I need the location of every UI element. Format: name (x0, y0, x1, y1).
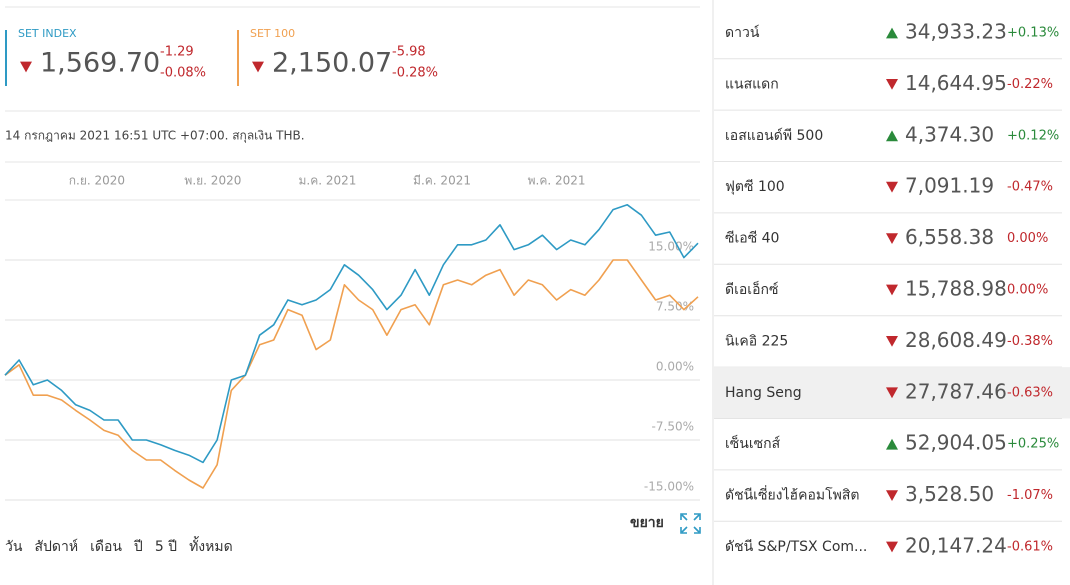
market-change: 0.00% (1007, 283, 1048, 298)
x-tick-label: ก.ย. 2020 (69, 174, 125, 188)
timestamp: 14 กรกฎาคม 2021 16:51 UTC +07:00. สกุลเง… (5, 129, 305, 144)
market-name[interactable]: ดัชนีเซี่ยงไฮ้คอมโพสิต (725, 486, 859, 504)
market-change: -0.22% (1007, 77, 1053, 92)
series-line (4, 204, 699, 464)
market-change: -0.61% (1007, 540, 1053, 555)
arrow-up (886, 27, 898, 39)
quote-change: -1.29 (160, 45, 194, 60)
market-name[interactable]: ดัชนี S&P/TSX Com... (725, 539, 867, 555)
range-option[interactable]: สัปดาห์ (34, 538, 78, 555)
arrow-down (886, 387, 898, 399)
market-change: -1.07% (1007, 488, 1053, 503)
arrow-down (20, 61, 32, 73)
quote-accent (237, 30, 239, 86)
y-tick-label: -15.00% (644, 480, 694, 494)
range-option[interactable]: ปี (133, 539, 142, 555)
market-change: -0.38% (1007, 334, 1053, 349)
quote-change: -5.98 (392, 45, 426, 60)
arrow-down (252, 61, 264, 73)
arrow-down (886, 233, 898, 244)
market-value: 14,644.95 (905, 71, 1007, 95)
arrow-up (886, 438, 898, 450)
arrow-down (886, 336, 898, 347)
market-change: -0.47% (1007, 180, 1053, 195)
market-value: 15,788.98 (905, 277, 1007, 301)
x-tick-label: มี.ค. 2021 (413, 174, 471, 188)
market-value: 4,374.30 (905, 122, 994, 146)
quote-name: SET 100 (250, 27, 295, 40)
quote-value: 1,569.70 (40, 48, 160, 79)
arrow-down (886, 79, 898, 90)
range-option[interactable]: ทั้งหมด (189, 536, 233, 555)
expand-icon[interactable] (680, 513, 701, 534)
market-change: +0.25% (1007, 437, 1059, 452)
market-change: +0.12% (1007, 128, 1059, 143)
market-value: 6,558.38 (905, 225, 994, 249)
arrow-down (886, 181, 898, 193)
market-name[interactable]: เอสแอนด์พี 500 (725, 127, 823, 144)
market-value: 34,933.23 (905, 20, 1007, 44)
quote-value: 2,150.07 (272, 48, 392, 79)
market-name[interactable]: ดาวน์ (725, 24, 760, 41)
market-name[interactable]: ซีเอซี 40 (725, 231, 779, 247)
market-value: 28,608.49 (905, 328, 1007, 352)
market-name[interactable]: เซ็นเซกส์ (725, 434, 781, 452)
quote-percent: -0.08% (160, 66, 206, 81)
market-value: 3,528.50 (905, 482, 994, 506)
series-line (4, 259, 699, 489)
market-value: 27,787.46 (905, 379, 1007, 403)
market-change: +0.13% (1007, 26, 1059, 41)
market-name[interactable]: นิเคอิ 225 (725, 333, 788, 349)
market-name[interactable]: ฟุตซี 100 (725, 179, 785, 195)
x-tick-label: พ.ค. 2021 (528, 174, 586, 188)
expand-button[interactable]: ขยาย (630, 515, 664, 531)
market-value: 7,091.19 (905, 174, 994, 198)
y-tick-label: 0.00% (656, 360, 694, 374)
quote-accent (5, 30, 7, 86)
market-change: -0.63% (1007, 385, 1053, 400)
quote-name: SET INDEX (18, 27, 77, 40)
market-change: 0.00% (1007, 231, 1048, 246)
market-value: 20,147.24 (905, 534, 1007, 558)
x-tick-label: พ.ย. 2020 (184, 174, 241, 188)
market-value: 52,904.05 (905, 431, 1007, 455)
market-name[interactable]: ดีเอเอ็กซ์ (725, 280, 778, 298)
arrow-down (886, 541, 898, 553)
market-name[interactable]: แนสแดก (725, 76, 779, 92)
arrow-down (886, 284, 898, 296)
range-option[interactable]: 5 ปี (155, 539, 177, 555)
range-option[interactable]: เดือน (90, 539, 122, 555)
arrow-down (886, 490, 898, 501)
range-option[interactable]: วัน (5, 539, 23, 555)
y-tick-label: 15.00% (648, 240, 694, 254)
quote-percent: -0.28% (392, 66, 438, 81)
arrow-up (886, 130, 898, 142)
y-tick-label: -7.50% (652, 420, 694, 434)
market-name[interactable]: Hang Seng (725, 385, 802, 401)
x-tick-label: ม.ค. 2021 (298, 174, 356, 188)
